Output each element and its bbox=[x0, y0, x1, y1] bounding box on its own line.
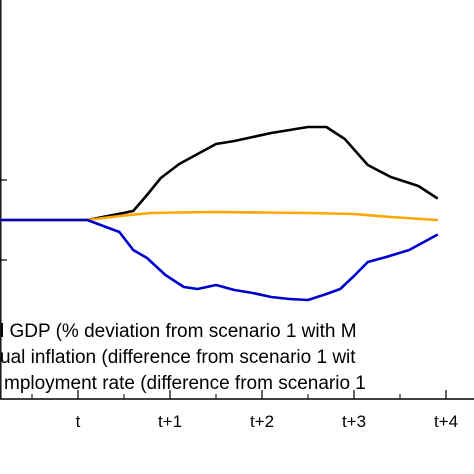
x-tick-label-4: t+4 bbox=[434, 412, 458, 431]
legend: l GDP (% deviation from scenario 1 with … bbox=[0, 321, 366, 394]
series-lines bbox=[0, 125, 439, 302]
x-tick-label-3: t+3 bbox=[342, 412, 366, 431]
series-line-1 bbox=[0, 210, 439, 222]
legend-entry-0: l GDP (% deviation from scenario 1 with … bbox=[0, 321, 357, 342]
legend-entry-2: mployment rate (difference from scenario… bbox=[4, 373, 366, 394]
series-line-2 bbox=[0, 218, 439, 302]
legend-entry-1: ual inflation (difference from scenario … bbox=[0, 347, 356, 368]
x-tick-label-1: t+1 bbox=[158, 412, 182, 431]
axes: t t+1 t+2 t+3 t+4 bbox=[0, 0, 474, 431]
series-line-0 bbox=[0, 125, 439, 222]
x-tick-label-0: t bbox=[76, 412, 81, 431]
x-tick-label-2: t+2 bbox=[250, 412, 274, 431]
